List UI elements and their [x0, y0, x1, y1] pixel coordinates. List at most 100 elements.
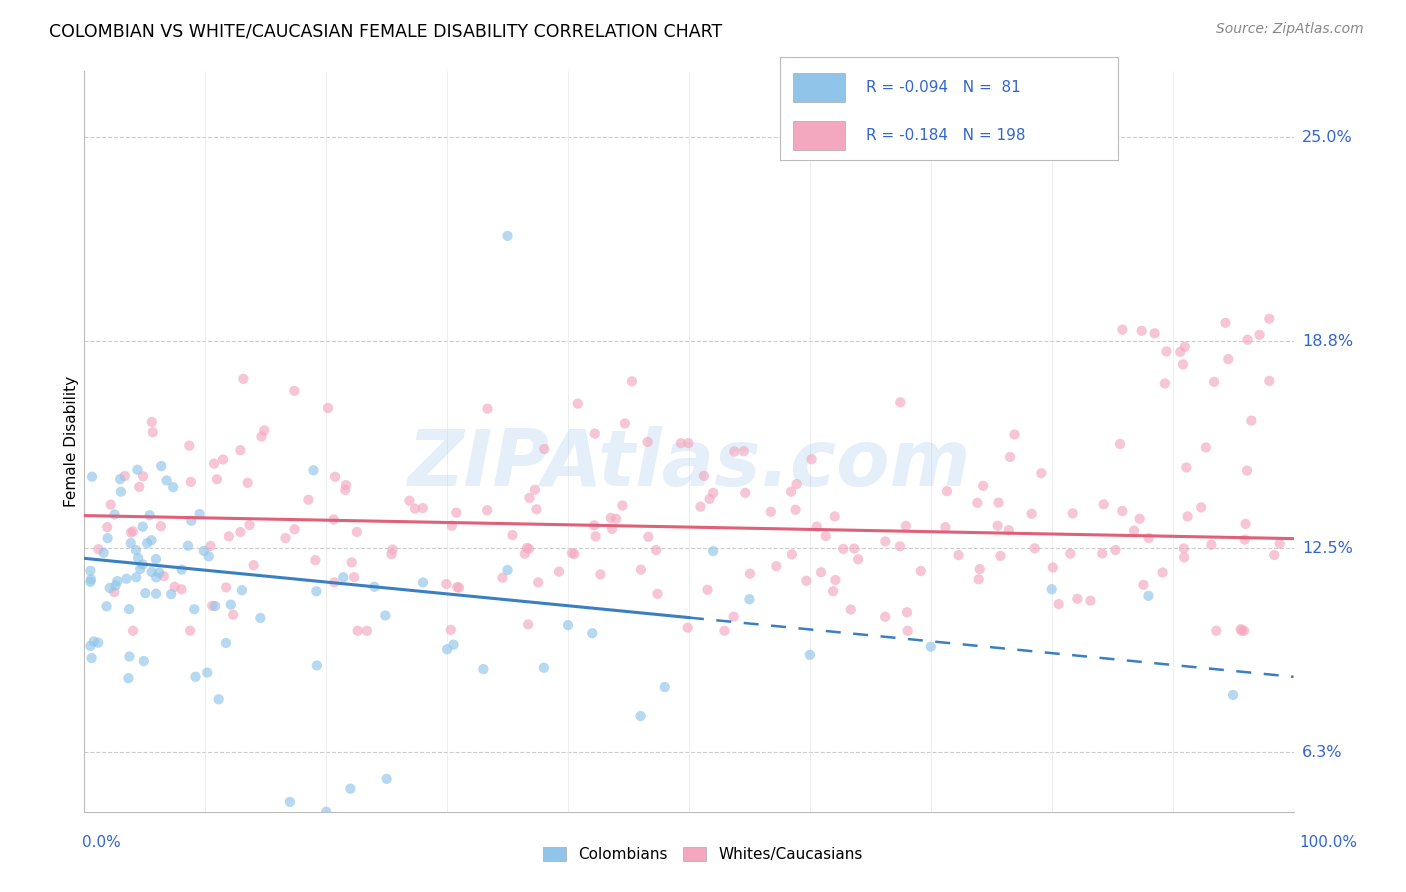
Point	[738, 566, 761, 581]
Point	[785, 502, 807, 516]
Point	[434, 577, 457, 591]
Point	[605, 512, 627, 526]
Point	[447, 581, 470, 595]
Point	[523, 483, 546, 497]
Point	[934, 520, 956, 534]
Point	[1080, 593, 1102, 607]
Point	[897, 624, 920, 638]
Point	[699, 491, 721, 506]
Point	[824, 509, 846, 524]
Point	[343, 570, 366, 584]
Point	[79, 574, 101, 589]
Point	[138, 508, 160, 523]
Point	[561, 546, 583, 560]
Point	[440, 518, 463, 533]
Point	[145, 552, 167, 566]
Point	[204, 599, 226, 613]
Point	[179, 439, 201, 453]
Point	[780, 484, 803, 499]
Point	[253, 423, 276, 437]
Point	[1111, 323, 1133, 337]
Point	[356, 624, 378, 638]
Point	[177, 539, 200, 553]
Point	[786, 477, 808, 491]
Point	[218, 529, 240, 543]
Point	[446, 506, 468, 520]
Point	[1143, 326, 1166, 341]
Point	[179, 624, 201, 638]
Point	[145, 570, 167, 584]
Point	[1230, 624, 1253, 638]
Point	[149, 519, 172, 533]
Point	[305, 584, 328, 599]
Point	[87, 636, 110, 650]
Point	[799, 648, 821, 662]
Point	[284, 522, 307, 536]
Point	[134, 586, 156, 600]
Point	[200, 539, 222, 553]
Point	[533, 661, 555, 675]
Point	[180, 475, 202, 489]
Point	[236, 475, 259, 490]
Point	[1236, 464, 1258, 478]
Point	[305, 658, 328, 673]
Point	[1240, 414, 1263, 428]
Point	[519, 491, 541, 505]
Text: 100.0%: 100.0%	[1299, 836, 1358, 850]
Point	[249, 611, 271, 625]
Point	[250, 429, 273, 443]
Point	[517, 617, 540, 632]
Point	[363, 580, 385, 594]
Point	[920, 640, 942, 654]
Point	[1249, 327, 1271, 342]
Point	[1177, 509, 1199, 524]
Point	[998, 450, 1021, 464]
Point	[637, 434, 659, 449]
Point	[83, 634, 105, 648]
Point	[689, 500, 711, 514]
Point	[875, 534, 897, 549]
Point	[232, 372, 254, 386]
Point	[374, 608, 396, 623]
Point	[810, 566, 832, 580]
Point	[513, 547, 536, 561]
Point	[96, 599, 118, 614]
Point	[1263, 548, 1285, 562]
Point	[844, 541, 866, 556]
Point	[585, 529, 607, 543]
Point	[315, 805, 337, 819]
Point	[404, 501, 426, 516]
Point	[80, 651, 103, 665]
Point	[516, 541, 538, 555]
Point	[80, 573, 103, 587]
Point	[678, 436, 700, 450]
Point	[1111, 504, 1133, 518]
Point	[1258, 311, 1281, 326]
Point	[1173, 541, 1195, 556]
Point	[800, 452, 823, 467]
Point	[1104, 543, 1126, 558]
Point	[120, 525, 142, 540]
Point	[201, 599, 224, 613]
Point	[104, 578, 127, 592]
Point	[612, 499, 634, 513]
Point	[630, 709, 652, 723]
Point	[557, 618, 579, 632]
Point	[183, 602, 205, 616]
Point	[148, 566, 170, 580]
Text: ZIPAtlas.com: ZIPAtlas.com	[408, 425, 970, 502]
Point	[583, 426, 606, 441]
Point	[205, 472, 228, 486]
Point	[1174, 340, 1197, 354]
Point	[526, 502, 548, 516]
Point	[1258, 374, 1281, 388]
Point	[152, 569, 174, 583]
Point	[645, 543, 668, 558]
Point	[202, 457, 225, 471]
Point	[647, 587, 669, 601]
Point	[115, 572, 138, 586]
Point	[219, 598, 242, 612]
Point	[734, 486, 756, 500]
Point	[129, 562, 152, 576]
Text: Source: ZipAtlas.com: Source: ZipAtlas.com	[1216, 22, 1364, 37]
